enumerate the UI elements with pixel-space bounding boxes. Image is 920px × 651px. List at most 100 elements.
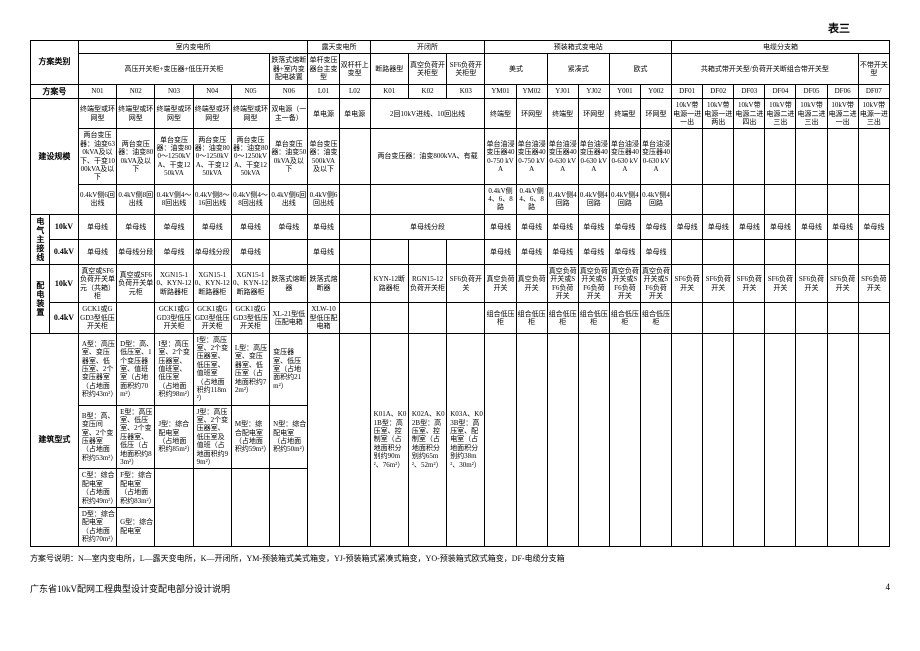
- cell: 单台变压器：油变500kVA及以下: [270, 129, 308, 184]
- cell: [339, 303, 370, 333]
- cell: 0.4kV侧4回路: [547, 184, 578, 214]
- cell: 0.4kV侧4、6、8路: [485, 184, 516, 214]
- cell: XLW-10型低压配电箱: [308, 303, 339, 333]
- cell: 单母线: [609, 239, 640, 264]
- scheme-note: 方案号说明：N—室内变电所，L—露天变电所，K—开闭所，YM-预装箱式美式箱变，…: [30, 553, 890, 564]
- cell: 单台变压器：油变500kVA及以下: [308, 129, 339, 184]
- cell: [796, 333, 827, 546]
- cell: [765, 303, 796, 333]
- id-cell: K02: [408, 84, 446, 99]
- cell: 10kV带电源二进三出: [796, 99, 827, 129]
- cell: [231, 469, 269, 546]
- cell: 单母线: [734, 214, 765, 239]
- cell: 单母线: [640, 214, 671, 239]
- device-label: 配电装置: [31, 264, 50, 333]
- cell: [339, 214, 370, 239]
- id-cell: N04: [193, 84, 231, 99]
- cell: 单母线: [270, 214, 308, 239]
- cell: 环网型: [578, 99, 609, 129]
- cell: [672, 129, 703, 184]
- cell: 真空或SF6负荷开关单元（共箱）柜: [78, 264, 116, 303]
- cell: 组合低压柜: [547, 303, 578, 333]
- cell: [578, 333, 609, 546]
- cell: 真空负荷开关: [516, 264, 547, 303]
- grp-semi-sub: 单杆变压器台主变型: [308, 54, 339, 84]
- cell: [703, 129, 734, 184]
- cell: 单母线: [78, 239, 116, 264]
- cell: 单母线: [485, 214, 516, 239]
- id-cell: N01: [78, 84, 116, 99]
- cell: [370, 239, 408, 264]
- device-04kv: 0.4kV: [50, 303, 79, 333]
- cat-label: 方案类别: [31, 41, 79, 85]
- device-04kv-row: 0.4kV GCK1或GGD3型低压开关柜 GCK1或GGD3型低压开关柜 GC…: [31, 303, 890, 333]
- cell: [827, 129, 858, 184]
- cell: [547, 333, 578, 546]
- cell: [796, 129, 827, 184]
- cell: G型：综合配电室: [117, 508, 155, 547]
- cell: [703, 303, 734, 333]
- cell: 单母线分段: [193, 239, 231, 264]
- footer-left: 广东省10kV配网工程典型设计变配电部分设计说明: [30, 582, 230, 595]
- cell: [858, 184, 889, 214]
- cell: XL-21型低压配电箱: [270, 303, 308, 333]
- cell: 终端型或环网型: [193, 99, 231, 129]
- cell: [796, 184, 827, 214]
- cell: M型：综合配电室（占地面积约59m²）: [231, 405, 269, 469]
- cell: [609, 333, 640, 546]
- cell: 单母线分段: [370, 214, 485, 239]
- cell: SF6负荷开关: [447, 264, 485, 303]
- cell: 终端型或环网型: [78, 99, 116, 129]
- cell: 单母线: [193, 214, 231, 239]
- cell: 单母线: [516, 214, 547, 239]
- wiring-label: 电气主接线: [31, 214, 50, 264]
- cell: 终端型或环网型: [155, 99, 193, 129]
- grp-prefab: 预装箱式变电站: [485, 41, 672, 54]
- cell: B型：高、变压间室、2个变压器室（占地面积约53m²）: [78, 405, 116, 469]
- cell: 0.4kV侧4～8回出线: [155, 184, 193, 214]
- id-cell: L02: [339, 84, 370, 99]
- cell: [703, 239, 734, 264]
- cell: K01A、K01B型：高压室、控制室（占地面积分别约90m²、76m²）: [370, 333, 408, 546]
- cell: [703, 184, 734, 214]
- id-cell: DF02: [703, 84, 734, 99]
- cell: 10kV带电源二进一出: [827, 99, 858, 129]
- cell: [734, 239, 765, 264]
- cell: [339, 264, 370, 303]
- cell: 两台变压器：油变630kVA及以下、干变1000kVA及以下: [78, 129, 116, 184]
- cell: [370, 184, 485, 214]
- cell: [734, 184, 765, 214]
- cell: [765, 184, 796, 214]
- cell: 终端型或环网型: [117, 99, 155, 129]
- grp-prefab-b: 紧凑式: [547, 54, 609, 84]
- cell: 0.4kV侧8～16回出线: [193, 184, 231, 214]
- cell: C型：综合配电室（占地面积约49m²）: [78, 469, 116, 508]
- cell: 两台变压器：油变800kVA及以下: [117, 129, 155, 184]
- cell: [339, 129, 370, 184]
- cell: 单母线: [231, 214, 269, 239]
- cell: [858, 239, 889, 264]
- cell: 终端型: [485, 99, 516, 129]
- id-cell: DF07: [858, 84, 889, 99]
- cell: [193, 469, 231, 546]
- cell: 跌落式熔断器: [308, 264, 339, 303]
- cell: SF6负荷开关: [734, 264, 765, 303]
- cell: 单母线: [858, 214, 889, 239]
- cell: SF6负荷开关: [765, 264, 796, 303]
- cell: [703, 333, 734, 546]
- cell: [447, 239, 485, 264]
- cell: GCK1或GGD3型低压开关柜: [231, 303, 269, 333]
- grp-indoor-sub2: 跌落式熔断器+室内变配电装置: [270, 54, 308, 84]
- cell: 10kV带电源一进一出: [672, 99, 703, 129]
- id-cell: Y001: [609, 84, 640, 99]
- cell: [370, 303, 408, 333]
- id-cell: N02: [117, 84, 155, 99]
- cell: 单母线: [308, 239, 339, 264]
- cell: 单母线: [516, 239, 547, 264]
- cell: [516, 333, 547, 546]
- cell: 双电源（一主一备）: [270, 99, 308, 129]
- cell: [765, 333, 796, 546]
- cell: 单母线: [672, 214, 703, 239]
- grp-switch: 开闭所: [370, 41, 485, 54]
- header-row-1: 方案类别 室内变电所 露天变电所 开闭所 预装箱式变电站 电缆分支箱: [31, 41, 890, 54]
